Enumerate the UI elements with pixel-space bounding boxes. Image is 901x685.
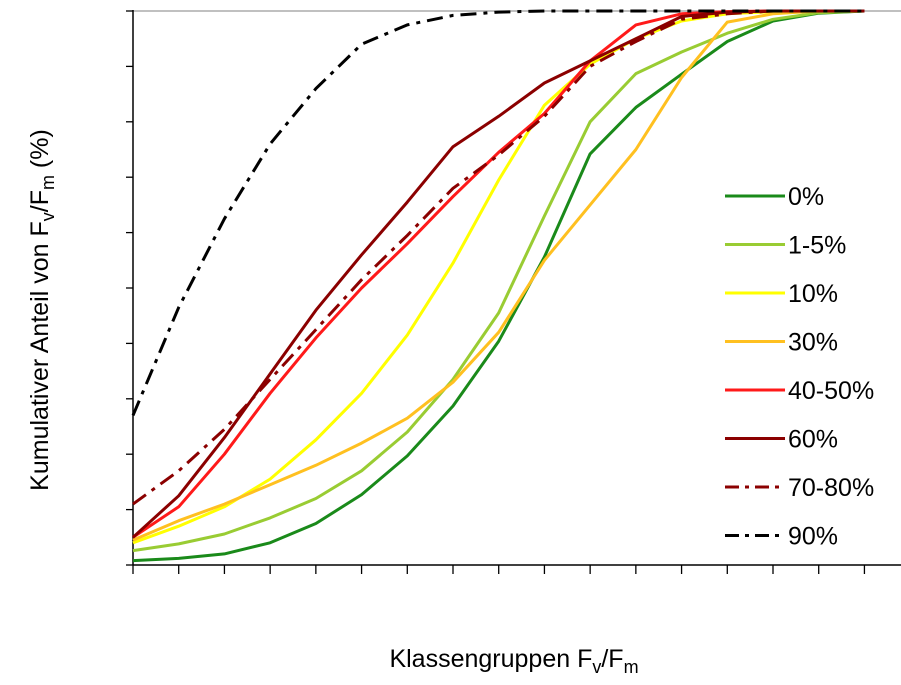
series-line-60 (131, 9, 865, 539)
x-axis-label-sub-m: m (624, 657, 639, 677)
series-layer (131, 9, 865, 563)
series-line-10 (132, 9, 865, 545)
legend: 0% 1-5% 10% 30% 40-50% 60% 70-80% 90% (725, 183, 874, 551)
y-axis-label-sub-m: m (38, 175, 58, 190)
x-axis-label-sub-v: v (592, 657, 601, 677)
y-axis-label-sub-v: v (38, 212, 58, 221)
y-axis-label-suffix: (%) (26, 129, 54, 175)
legend-label-10: 10% (788, 280, 838, 308)
legend-label-90: 90% (788, 523, 838, 551)
series-line-30 (132, 9, 865, 542)
series-line-90 (131, 9, 865, 416)
series-line-0 (132, 9, 865, 563)
legend-label-40-50: 40-50% (788, 377, 874, 405)
legend-label-60: 60% (788, 426, 838, 454)
legend-label-1-5: 1-5% (788, 232, 846, 260)
y-axis-label-base: Kumulativer Anteil von F (26, 221, 54, 491)
y-axis-label: Kumulativer Anteil von Fv/Fm (%) (26, 129, 58, 491)
series-line-1-5 (132, 9, 865, 553)
legend-label-30: 30% (788, 329, 838, 357)
series-line-40-50 (132, 9, 865, 539)
legend-label-70-80: 70-80% (788, 474, 874, 502)
x-axis-label: Klassengruppen Fv/Fm (389, 645, 638, 677)
y-axis-label-sep: /F (26, 190, 54, 212)
legend-label-0: 0% (788, 183, 824, 211)
x-axis-label-base: Klassengruppen F (389, 645, 592, 673)
x-axis-label-sep: /F (601, 645, 623, 673)
